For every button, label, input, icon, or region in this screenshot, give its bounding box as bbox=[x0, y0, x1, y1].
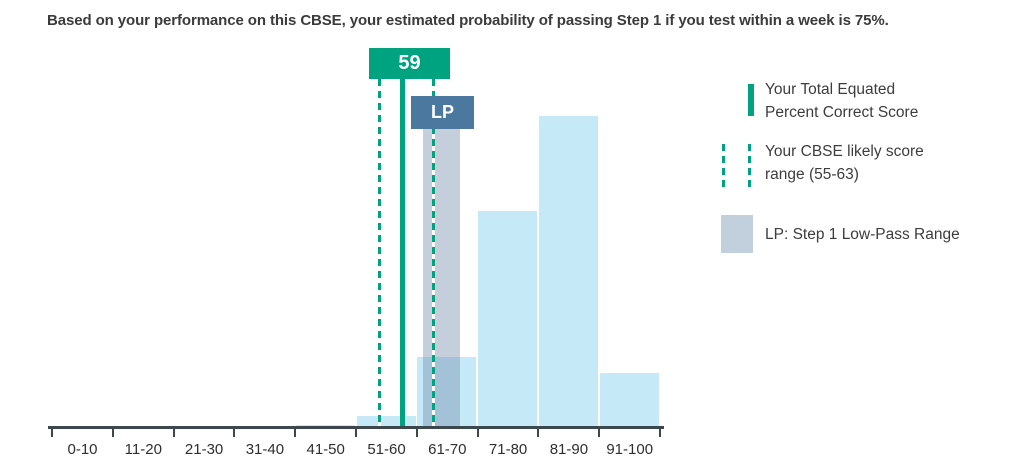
legend-solid-score-line-swatch bbox=[748, 84, 754, 116]
legend-item-low-pass-label: LP: Step 1 Low-Pass Range bbox=[765, 226, 960, 243]
bar-51-60 bbox=[356, 416, 416, 427]
axis-tick bbox=[355, 427, 357, 437]
axis-tick-label: 91-100 bbox=[606, 441, 654, 458]
legend-dashed-range-swatch-left bbox=[722, 144, 725, 192]
axis-tick-label: 11-20 bbox=[124, 441, 162, 458]
lp-range-label: LP bbox=[430, 102, 454, 122]
axis-tick bbox=[294, 427, 297, 437]
score-marker-label-box: 59 bbox=[369, 48, 450, 79]
lp-range-label-box: LP bbox=[411, 96, 474, 129]
axis-tick bbox=[415, 427, 418, 437]
score-marker-label: 59 bbox=[398, 52, 421, 74]
axis-tick bbox=[172, 427, 175, 437]
axis-tick bbox=[598, 427, 601, 437]
page-title: Based on your performance on this CBSE, … bbox=[47, 12, 889, 29]
axis-tick bbox=[233, 427, 236, 437]
legend-dashed-range-swatch-right bbox=[748, 144, 751, 192]
axis-tick-label: 51-60 bbox=[367, 441, 406, 458]
axis-tick-label: 81-90 bbox=[549, 441, 589, 458]
likely-range-min-line bbox=[378, 79, 381, 427]
score-marker-line bbox=[400, 79, 405, 427]
low-pass-range-band bbox=[423, 129, 460, 427]
axis-tick bbox=[537, 427, 540, 437]
axis-tick bbox=[51, 427, 53, 437]
bar-81-90 bbox=[538, 116, 598, 427]
bar-71-80 bbox=[478, 211, 538, 427]
axis-tick bbox=[476, 427, 479, 437]
bar-91-100 bbox=[599, 373, 659, 427]
axis-tick-label: 61-70 bbox=[428, 441, 467, 458]
bar-61-70 bbox=[417, 357, 477, 427]
axis-tick-label: 71-80 bbox=[488, 441, 528, 458]
legend-item-likely-range-label: Your CBSE likely score range (55-63) bbox=[765, 143, 924, 183]
legend-low-pass-box-swatch bbox=[721, 215, 753, 253]
axis-tick bbox=[659, 427, 661, 437]
axis-tick bbox=[111, 427, 114, 437]
axis-tick-label: 41-50 bbox=[306, 441, 345, 458]
legend-item-total-score-label: Your Total Equated Percent Correct Score bbox=[765, 81, 919, 121]
axis-tick-label: 21-30 bbox=[184, 441, 224, 458]
axis-tick-label: 0-10 bbox=[67, 441, 98, 458]
likely-range-max-line bbox=[432, 79, 435, 427]
axis-tick-label: 31-40 bbox=[245, 441, 285, 458]
